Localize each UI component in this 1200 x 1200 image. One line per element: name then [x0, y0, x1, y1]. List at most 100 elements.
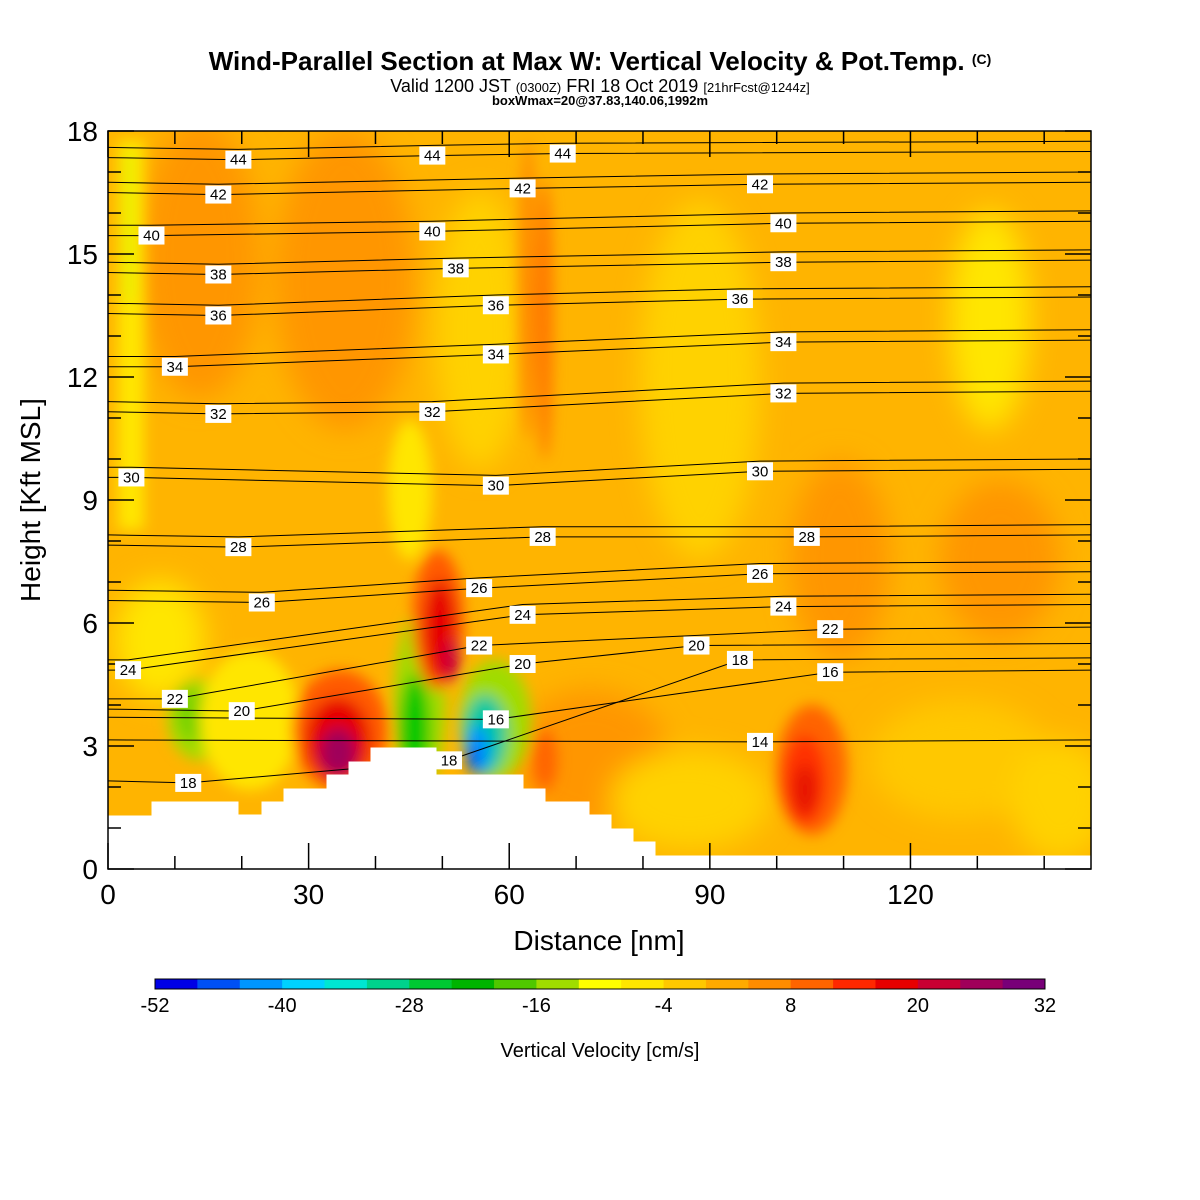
theta-label: 34 [775, 334, 792, 351]
theta-label: 22 [822, 621, 839, 638]
colorbar-swatch [960, 979, 1004, 989]
theta-label-box [436, 751, 463, 770]
colorbar-swatch [197, 979, 241, 989]
y-axis-tick-labels: 0 3 6 9 12 15 18 [67, 116, 98, 885]
chart-subtitle-2: boxWmax=20@37.83,140.06,1992m [491, 93, 709, 108]
theta-label-box [529, 527, 556, 546]
theta-label-box [482, 345, 509, 364]
theta-label: 38 [447, 260, 464, 277]
theta-label-box [115, 661, 142, 680]
theta-label: 24 [120, 662, 137, 679]
theta-label-box [793, 527, 820, 546]
theta-label: 20 [688, 638, 705, 655]
theta-label: 14 [752, 734, 769, 751]
colorbar-swatch [324, 979, 368, 989]
colorbar-swatch [917, 979, 961, 989]
colorbar-swatch [748, 979, 792, 989]
y-tick-label: 9 [82, 485, 98, 516]
theta-label-box [225, 150, 252, 169]
theta-label-box [225, 538, 252, 557]
colorbar-swatch [536, 979, 580, 989]
colorbar-frame [154, 978, 1046, 990]
theta-contour-minor [108, 286, 1091, 306]
theta-label: 24 [775, 599, 792, 616]
theta-label-box [770, 214, 797, 233]
colorbar-swatch [875, 979, 919, 989]
colorbar-swatch [494, 979, 537, 989]
theta-label: 26 [752, 566, 769, 583]
y-tick-label: 0 [82, 854, 98, 885]
theta-label-box [726, 650, 753, 669]
theta-contour-labels: 44 44 44 42 42 42 40 40 40 38 38 38 36 36 36 34 34 34 32 32… [115, 144, 844, 792]
colorbar-tick-label: -16 [522, 995, 551, 1017]
theta-label: 40 [424, 223, 441, 240]
colorbar-swatch [833, 979, 876, 989]
theta-label: 40 [143, 228, 160, 245]
theta-label-box [726, 290, 753, 309]
y-axis-ticks [108, 130, 1091, 870]
theta-label: 42 [514, 180, 531, 197]
theta-label: 28 [798, 529, 815, 546]
theta-label-box [509, 179, 536, 198]
theta-label: 22 [167, 691, 184, 708]
theta-label-box [770, 597, 797, 616]
theta-label: 34 [488, 346, 505, 363]
theta-label: 42 [210, 187, 227, 204]
theta-label: 28 [230, 539, 247, 556]
colorbar-tick-labels: -52 -40 -28 -16 -4 8 20 32 [141, 995, 1057, 1017]
colorbar [154, 978, 1046, 990]
theta-label-box [466, 579, 493, 598]
colorbar-label: Vertical Velocity [cm/s] [501, 1040, 700, 1062]
theta-contour-minor [108, 458, 1091, 476]
theta-label: 32 [424, 404, 441, 421]
theta-contour-minor [108, 140, 1091, 150]
theta-label-box [205, 306, 232, 325]
colorbar-swatch [1002, 979, 1046, 989]
theta-label-box [482, 476, 509, 495]
x-tick-label: 0 [100, 879, 116, 910]
theta-label: 44 [554, 146, 571, 163]
copyright-mark: (C) [971, 51, 992, 67]
theta-label: 28 [534, 529, 551, 546]
colorbar-tick-label: -40 [268, 995, 297, 1017]
theta-label: 36 [210, 308, 227, 325]
colorbar-tick-label: -4 [655, 995, 673, 1017]
theta-label-box [683, 636, 710, 655]
theta-label: 30 [123, 469, 140, 486]
theta-label-box [746, 462, 773, 481]
theta-label-box [746, 175, 773, 194]
theta-label-box [205, 265, 232, 284]
chart-subtitle: Valid 1200 JST (0300Z) FRI 18 Oct 2019 [… [390, 76, 810, 96]
colorbar-swatch [705, 979, 749, 989]
colorbar-swatch [239, 979, 283, 989]
theta-contour-minor [108, 329, 1091, 357]
theta-label: 36 [488, 297, 505, 314]
theta-label-box [205, 404, 232, 423]
theta-label: 30 [488, 478, 505, 495]
y-axis-label: Height [Kft MSL] [15, 398, 46, 602]
theta-label-box [419, 222, 446, 241]
theta-label-box [482, 296, 509, 315]
y-tick-label: 6 [82, 608, 98, 639]
colorbar-swatch [621, 979, 665, 989]
theta-label-box [746, 732, 773, 751]
theta-label-box [442, 259, 469, 278]
theta-label-box [770, 384, 797, 403]
theta-label: 24 [514, 607, 531, 624]
theta-label: 32 [210, 406, 227, 423]
theta-label: 44 [424, 148, 441, 165]
colorbar-swatch [578, 979, 622, 989]
theta-label: 18 [180, 775, 197, 792]
y-tick-label: 12 [67, 362, 98, 393]
theta-label: 26 [253, 595, 270, 612]
theta-label-box [549, 144, 576, 163]
theta-label: 16 [822, 664, 839, 681]
theta-label-box [205, 185, 232, 204]
theta-contour-minor [108, 593, 1091, 661]
theta-label: 16 [488, 711, 505, 728]
theta-label: 26 [471, 580, 488, 597]
y-tick-label: 3 [82, 731, 98, 762]
colorbar-tick-label: 32 [1034, 995, 1056, 1017]
colorbar-swatch [663, 979, 707, 989]
